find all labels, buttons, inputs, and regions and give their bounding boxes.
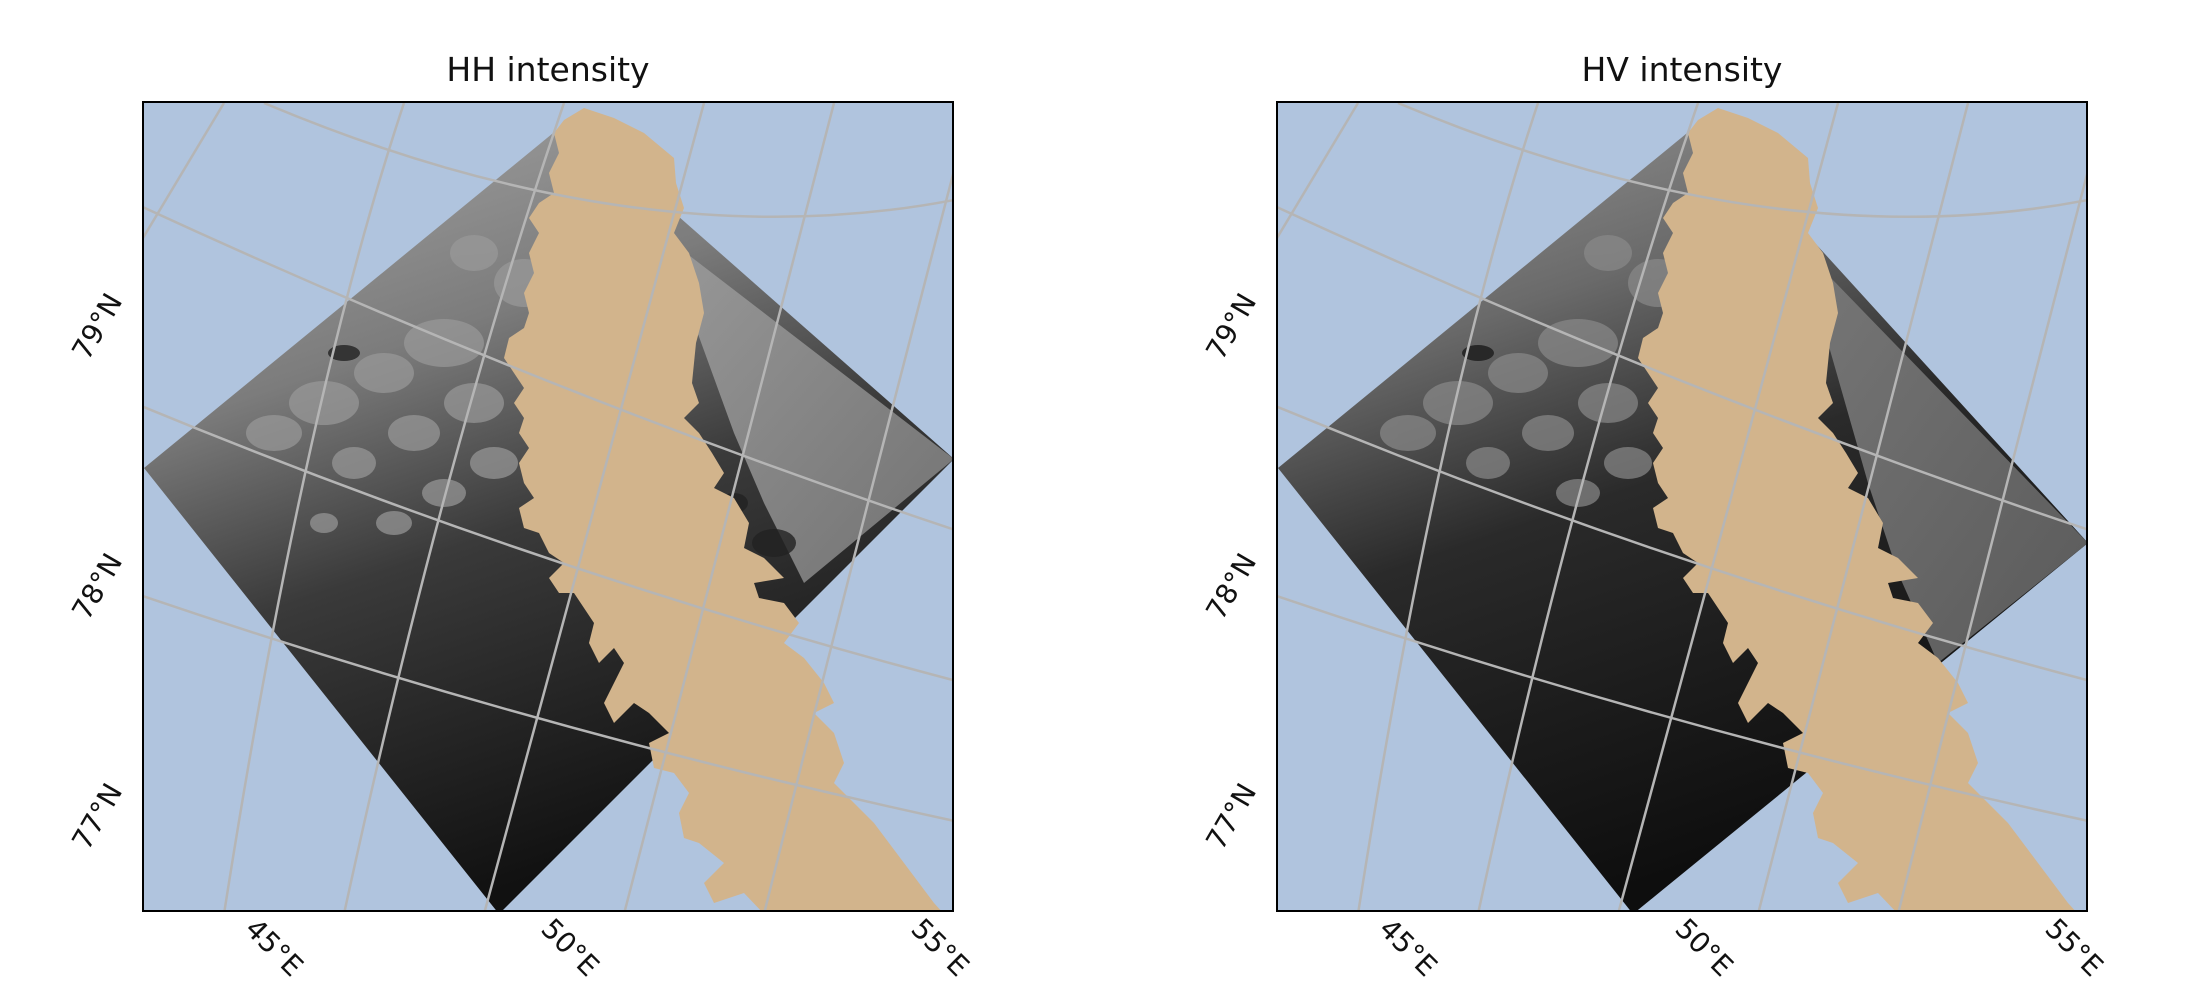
meridian-line: [1617, 103, 1840, 910]
map-frame-hv: [1276, 101, 2088, 912]
lon-tick-50-hv: 50°E: [1668, 912, 1740, 983]
meridian-line: [1357, 103, 1540, 910]
lat-tick-77-hh: 77°N: [65, 777, 130, 856]
lat-tick-79-hv: 79°N: [1199, 287, 1264, 366]
lon-tick-50-hh: 50°E: [534, 912, 606, 983]
map-canvas-hv: [1278, 103, 2086, 910]
meridian-line: [1757, 103, 1970, 910]
panel-title-hh: HH intensity: [446, 50, 650, 89]
map-canvas-hh: [144, 103, 952, 910]
lon-tick-55-hv: 55°E: [2038, 912, 2110, 983]
parallel-line: [144, 405, 952, 682]
parallel-line: [144, 595, 952, 822]
landmass-hh: [504, 108, 941, 910]
graticule-hh: [144, 103, 952, 910]
lat-tick-77-hv: 77°N: [1199, 777, 1264, 856]
map-frame-hh: [142, 101, 954, 912]
meridian-line: [483, 103, 706, 910]
landmass-hv: [1638, 108, 2075, 910]
sar-east-swath-hv: [1768, 213, 2086, 663]
parallel-line: [1278, 405, 2086, 682]
parallel-line: [1278, 206, 2086, 531]
parallel-line: [263, 103, 952, 219]
lat-tick-78-hh: 78°N: [65, 547, 130, 626]
meridian-line: [1897, 173, 2086, 910]
sea-ice-floes-hv: [1380, 235, 1688, 507]
meridian-line: [1278, 103, 1360, 239]
lat-tick-78-hv: 78°N: [1199, 547, 1264, 626]
meridian-line: [1477, 103, 1700, 910]
parallel-line: [1278, 595, 2086, 822]
meridian-line: [623, 103, 836, 910]
lon-tick-55-hh: 55°E: [904, 912, 976, 983]
sar-east-swath-hh: [634, 213, 952, 583]
graticule-hv: [1278, 103, 2086, 910]
lon-tick-45-hv: 45°E: [1372, 912, 1444, 983]
meridian-line: [763, 173, 952, 910]
panel-title-hv: HV intensity: [1581, 50, 1783, 89]
lon-tick-45-hh: 45°E: [238, 912, 310, 983]
lat-tick-79-hh: 79°N: [65, 287, 130, 366]
meridian-line: [144, 103, 226, 239]
parallel-line: [144, 206, 952, 531]
meridian-line: [223, 103, 406, 910]
meridian-line: [343, 103, 566, 910]
parallel-line: [1397, 103, 2086, 219]
